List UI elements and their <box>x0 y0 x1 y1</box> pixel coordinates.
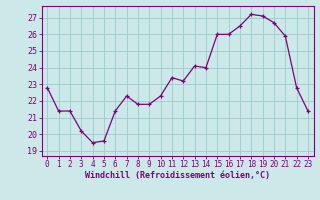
X-axis label: Windchill (Refroidissement éolien,°C): Windchill (Refroidissement éolien,°C) <box>85 171 270 180</box>
